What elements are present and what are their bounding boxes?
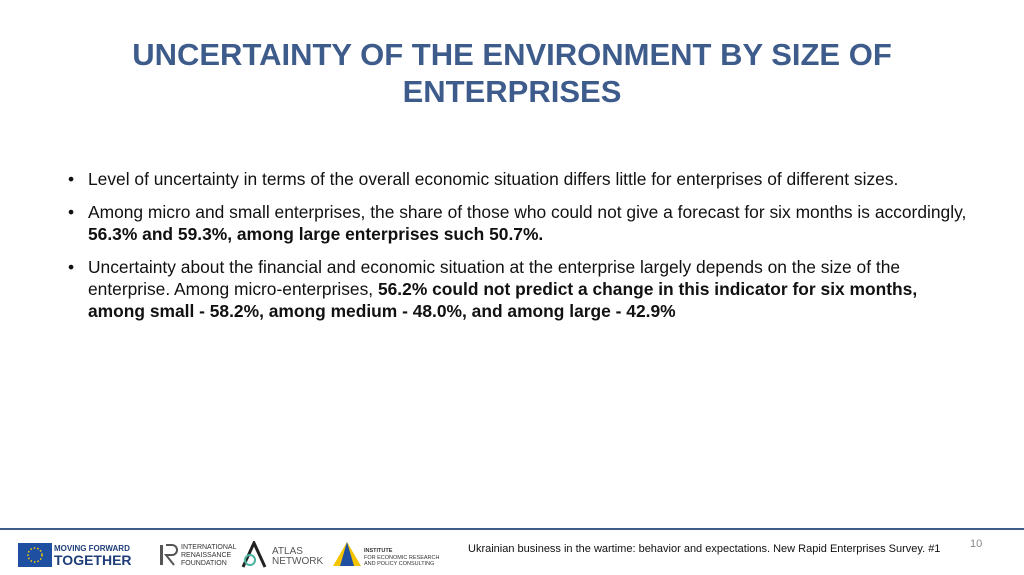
footer-rule xyxy=(0,528,1024,530)
atlas-logo xyxy=(241,541,267,568)
bullet-text: Uncertainty about the financial and econ… xyxy=(88,257,901,299)
logo-text: MOVING FORWARD xyxy=(54,544,130,553)
bullet: Uncertainty about the financial and econ… xyxy=(68,256,968,322)
logo-text: FOUNDATION xyxy=(181,560,227,567)
logo-text: AND POLICY CONSULTING xyxy=(364,561,435,567)
logo-text: INSTITUTE xyxy=(364,548,393,554)
irf-logo xyxy=(160,544,178,566)
slide-title: UNCERTAINTY OF THE ENVIRONMENT BY SIZE O… xyxy=(132,37,892,109)
bullet-text: 56.2% could not predict a change in this… xyxy=(88,279,918,321)
bullet: Level of uncertainty in terms of the ove… xyxy=(68,168,968,190)
bullet-list: Level of uncertainty in terms of the ove… xyxy=(68,168,968,333)
logo-text: NETWORK xyxy=(272,556,324,567)
logo-text: TOGETHER xyxy=(54,552,132,568)
logo-text: RENAISSANCE xyxy=(181,552,232,559)
logo-text: FOR ECONOMIC RESEARCH xyxy=(364,555,440,561)
footer-caption: Ukrainian business in the wartime: behav… xyxy=(468,543,941,555)
bullet: Among micro and small enterprises, the s… xyxy=(68,201,968,245)
eu-flag xyxy=(18,543,52,567)
ier-logo xyxy=(333,542,361,566)
logo-text: ATLAS xyxy=(272,546,303,557)
bullet-text: Among micro and small enterprises, the s… xyxy=(88,202,967,222)
logo-text: INTERNATIONAL xyxy=(181,544,237,551)
bullet-text: Level of uncertainty in terms of the ove… xyxy=(88,169,899,189)
bullet-text: 56.3% and 59.3%, among large enterprises… xyxy=(88,224,544,244)
page-number: 10 xyxy=(970,538,983,550)
